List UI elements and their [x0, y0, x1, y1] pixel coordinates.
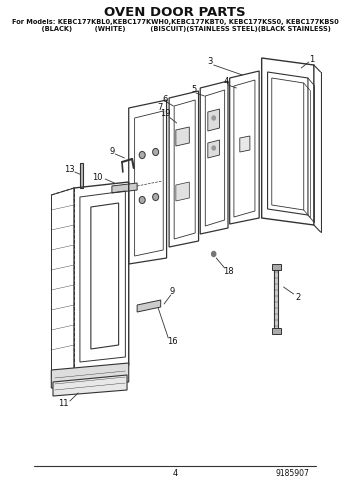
Circle shape: [212, 116, 215, 120]
Text: OVEN DOOR PARTS: OVEN DOOR PARTS: [104, 5, 246, 18]
Polygon shape: [240, 136, 250, 152]
Circle shape: [212, 252, 216, 256]
Text: 6: 6: [162, 95, 168, 103]
Polygon shape: [137, 300, 161, 312]
Text: 4: 4: [172, 469, 177, 479]
Text: 11: 11: [58, 398, 68, 408]
Polygon shape: [53, 375, 127, 396]
Circle shape: [139, 197, 145, 203]
Text: 4: 4: [224, 77, 229, 86]
Text: 18: 18: [223, 268, 233, 276]
Text: 13: 13: [64, 166, 75, 174]
Text: 9: 9: [109, 147, 114, 156]
Polygon shape: [272, 328, 281, 334]
Text: 3: 3: [208, 57, 213, 67]
Text: 16: 16: [167, 338, 178, 346]
Text: 9: 9: [170, 287, 175, 297]
Text: 5: 5: [191, 85, 196, 95]
Circle shape: [139, 152, 145, 158]
Polygon shape: [274, 268, 279, 330]
Polygon shape: [51, 363, 129, 388]
Circle shape: [212, 146, 215, 150]
Circle shape: [153, 194, 159, 200]
Polygon shape: [272, 264, 281, 270]
Text: 2: 2: [295, 293, 301, 301]
Polygon shape: [112, 183, 137, 193]
Text: 1: 1: [309, 56, 315, 65]
Text: For Models: KEBC177KBL0,KEBC177KWH0,KEBC177KBT0, KEBC177KSS0, KEBC177KBS0: For Models: KEBC177KBL0,KEBC177KWH0,KEBC…: [12, 19, 338, 25]
Text: 9185907: 9185907: [276, 469, 310, 479]
Circle shape: [153, 148, 159, 156]
Polygon shape: [80, 163, 83, 188]
Polygon shape: [208, 140, 219, 158]
Polygon shape: [208, 109, 219, 131]
Text: 10: 10: [92, 173, 103, 183]
Polygon shape: [176, 182, 189, 201]
Text: 19: 19: [160, 110, 170, 118]
Text: 7: 7: [157, 103, 162, 113]
Polygon shape: [176, 127, 189, 146]
Text: (BLACK)          (WHITE)           (BISCUIT)(STAINLESS STEEL)(BLACK STAINLESS): (BLACK) (WHITE) (BISCUIT)(STAINLESS STEE…: [19, 26, 331, 32]
